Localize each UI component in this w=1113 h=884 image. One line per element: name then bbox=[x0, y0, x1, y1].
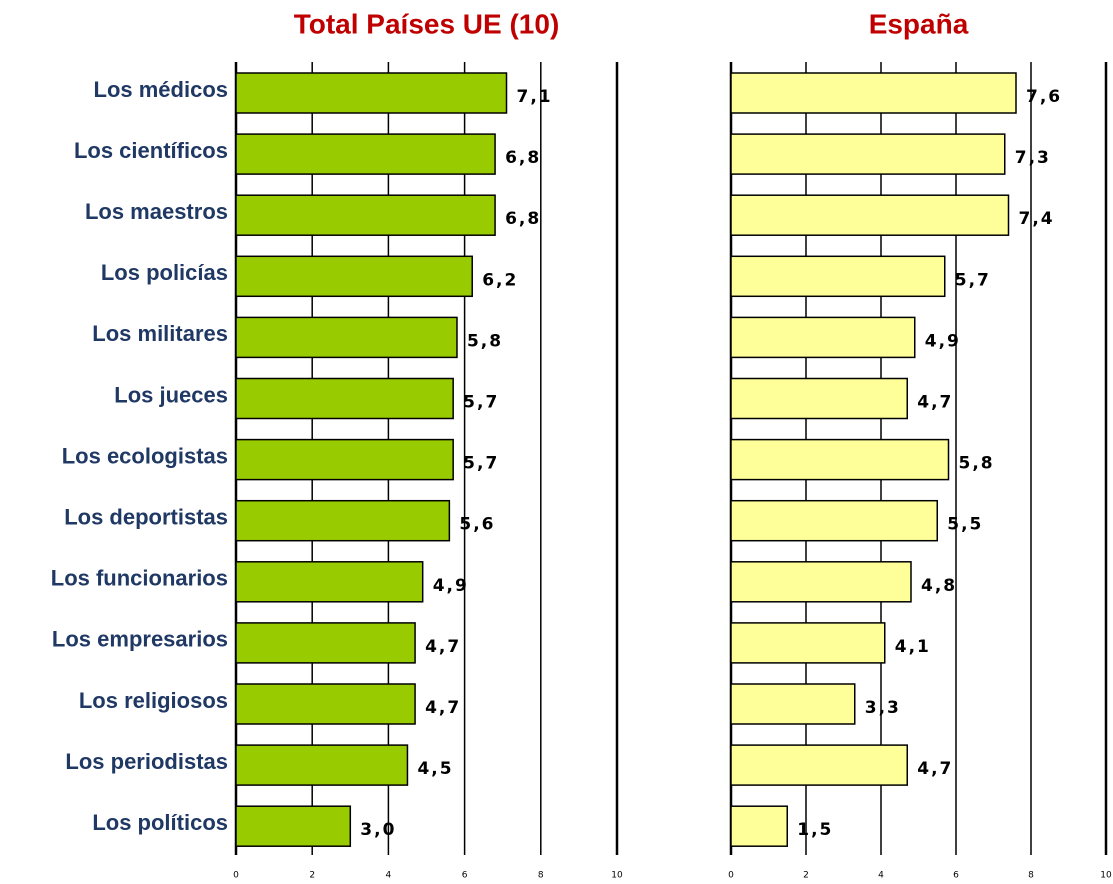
category-label: Los militares bbox=[92, 321, 228, 346]
bar bbox=[235, 72, 508, 114]
data-label: 5,8 bbox=[959, 454, 995, 474]
x-tick-label: 8 bbox=[538, 871, 544, 881]
bar bbox=[235, 499, 451, 542]
data-label: 7,1 bbox=[517, 87, 553, 107]
data-label: 5,6 bbox=[459, 515, 495, 535]
data-label: 6,8 bbox=[505, 148, 541, 168]
data-label: 5,7 bbox=[463, 393, 499, 413]
bar bbox=[235, 805, 352, 847]
data-label: 5,8 bbox=[467, 331, 503, 351]
data-label: 4,5 bbox=[417, 759, 453, 779]
x-tick-label: 0 bbox=[728, 871, 734, 881]
data-label: 4,8 bbox=[921, 576, 957, 596]
category-label: Los religiosos bbox=[79, 688, 228, 713]
category-label: Los deportistas bbox=[64, 505, 228, 530]
data-label: 7,4 bbox=[1019, 209, 1055, 229]
category-label: Los jueces bbox=[114, 382, 228, 407]
bar bbox=[730, 744, 908, 786]
x-tick-label: 2 bbox=[803, 871, 809, 881]
data-label: 4,9 bbox=[433, 576, 469, 596]
category-label: Los médicos bbox=[94, 77, 228, 102]
bar bbox=[235, 683, 416, 725]
category-label: Los policías bbox=[101, 260, 228, 285]
data-label: 4,7 bbox=[425, 698, 461, 718]
bar bbox=[235, 438, 454, 481]
category-label: Los científicos bbox=[74, 138, 228, 163]
bar bbox=[235, 255, 473, 298]
chart-title: España bbox=[869, 8, 969, 39]
x-tick-label: 2 bbox=[309, 871, 315, 881]
x-tick-label: 10 bbox=[611, 871, 623, 881]
data-label: 1,5 bbox=[797, 820, 833, 840]
data-label: 4,9 bbox=[925, 331, 961, 351]
x-tick-label: 6 bbox=[953, 871, 959, 881]
data-label: 3,0 bbox=[360, 820, 396, 840]
data-label: 4,1 bbox=[895, 637, 931, 657]
data-label: 4,7 bbox=[917, 759, 953, 779]
bar bbox=[730, 499, 938, 542]
x-tick-label: 10 bbox=[1100, 871, 1112, 881]
data-label: 5,7 bbox=[463, 454, 499, 474]
bar bbox=[235, 377, 454, 420]
bar bbox=[235, 622, 416, 664]
bar bbox=[235, 194, 496, 236]
bar bbox=[235, 561, 424, 603]
data-label: 7,6 bbox=[1026, 87, 1062, 107]
data-label: 5,5 bbox=[947, 515, 983, 535]
category-label: Los periodistas bbox=[65, 749, 228, 774]
data-label: 6,2 bbox=[482, 270, 518, 290]
bar bbox=[730, 561, 912, 603]
category-label: Los ecologistas bbox=[62, 443, 228, 468]
bar bbox=[730, 622, 886, 664]
bar bbox=[730, 194, 1010, 236]
bar bbox=[730, 72, 1017, 114]
x-tick-label: 0 bbox=[233, 871, 239, 881]
data-label: 6,8 bbox=[505, 209, 541, 229]
x-tick-label: 4 bbox=[878, 871, 884, 881]
bar bbox=[730, 683, 856, 725]
bar bbox=[730, 805, 788, 847]
bar bbox=[235, 316, 458, 359]
bar bbox=[730, 255, 946, 298]
data-label: 7,3 bbox=[1015, 148, 1051, 168]
data-label: 3,3 bbox=[865, 698, 901, 718]
data-label: 5,7 bbox=[955, 270, 991, 290]
bar bbox=[235, 133, 496, 175]
x-tick-label: 8 bbox=[1028, 871, 1034, 881]
bar bbox=[235, 744, 409, 786]
data-label: 4,7 bbox=[917, 393, 953, 413]
x-tick-label: 4 bbox=[386, 871, 392, 881]
category-label: Los políticos bbox=[92, 810, 228, 835]
chart-title: Total Países UE (10) bbox=[294, 8, 560, 39]
category-label: Los maestros bbox=[85, 199, 228, 224]
bar bbox=[730, 438, 950, 481]
bar bbox=[730, 377, 908, 420]
category-label: Los funcionarios bbox=[51, 566, 228, 591]
data-label: 4,7 bbox=[425, 637, 461, 657]
bar bbox=[730, 133, 1006, 175]
x-tick-label: 6 bbox=[462, 871, 468, 881]
category-label: Los empresarios bbox=[52, 627, 228, 652]
bar bbox=[730, 316, 916, 359]
